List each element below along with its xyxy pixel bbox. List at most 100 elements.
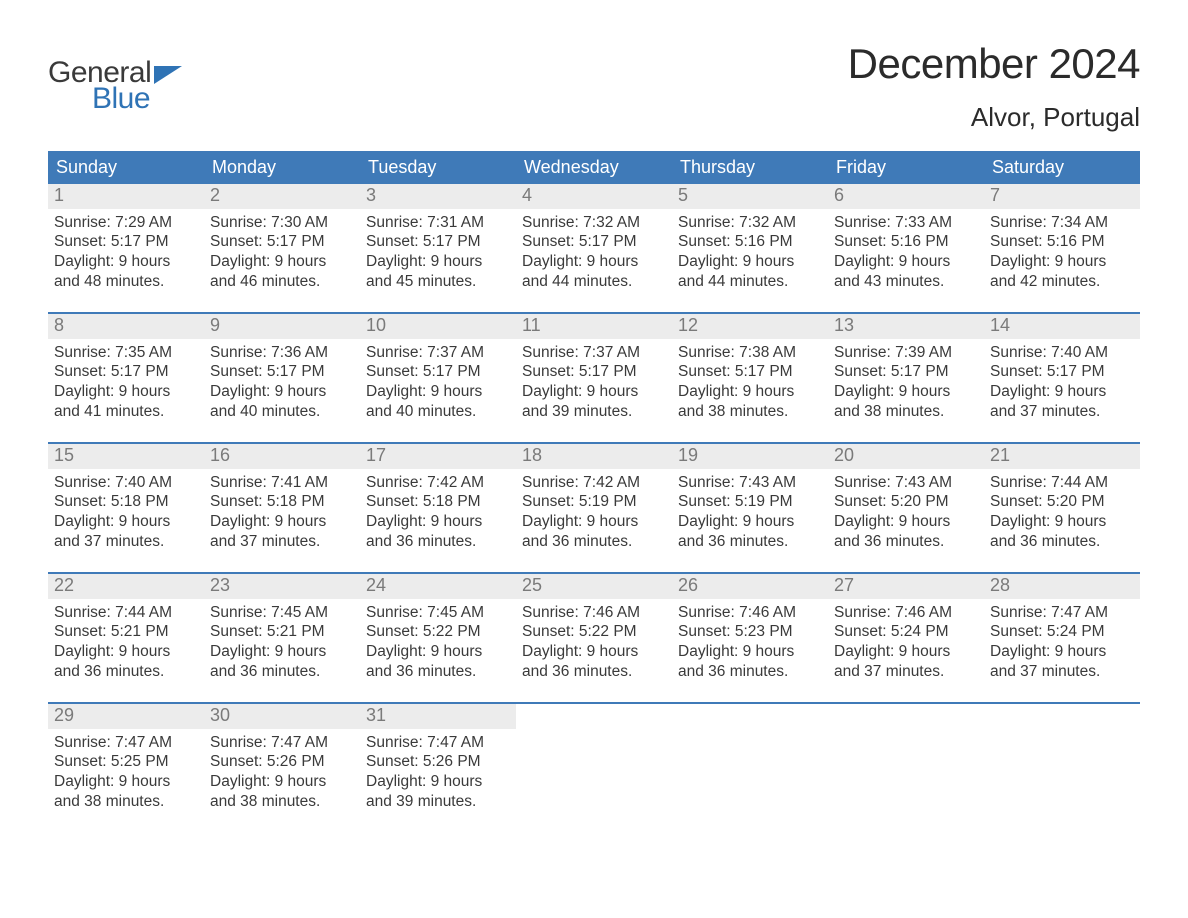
- day-cell: 15Sunrise: 7:40 AMSunset: 5:18 PMDayligh…: [48, 444, 204, 572]
- day-cell: 31Sunrise: 7:47 AMSunset: 5:26 PMDayligh…: [360, 704, 516, 832]
- daylight-line-2: and 48 minutes.: [54, 272, 198, 292]
- day-cell: 17Sunrise: 7:42 AMSunset: 5:18 PMDayligh…: [360, 444, 516, 572]
- day-number: 29: [48, 704, 204, 729]
- sunset-line: Sunset: 5:17 PM: [366, 362, 510, 382]
- sunrise-line: Sunrise: 7:40 AM: [54, 473, 198, 493]
- sunrise-line: Sunrise: 7:38 AM: [678, 343, 822, 363]
- day-number: 8: [48, 314, 204, 339]
- sunrise-line: Sunrise: 7:39 AM: [834, 343, 978, 363]
- day-number: 23: [204, 574, 360, 599]
- day-cell: [984, 704, 1140, 832]
- day-content: Sunrise: 7:47 AMSunset: 5:26 PMDaylight:…: [360, 729, 516, 816]
- week-row: 22Sunrise: 7:44 AMSunset: 5:21 PMDayligh…: [48, 572, 1140, 702]
- day-cell: 30Sunrise: 7:47 AMSunset: 5:26 PMDayligh…: [204, 704, 360, 832]
- day-content: Sunrise: 7:44 AMSunset: 5:21 PMDaylight:…: [48, 599, 204, 686]
- day-number: 30: [204, 704, 360, 729]
- day-content: Sunrise: 7:37 AMSunset: 5:17 PMDaylight:…: [360, 339, 516, 426]
- daylight-line-1: Daylight: 9 hours: [834, 512, 978, 532]
- day-number: 24: [360, 574, 516, 599]
- daylight-line-1: Daylight: 9 hours: [990, 512, 1134, 532]
- day-cell: 12Sunrise: 7:38 AMSunset: 5:17 PMDayligh…: [672, 314, 828, 442]
- daylight-line-2: and 38 minutes.: [54, 792, 198, 812]
- sunrise-line: Sunrise: 7:31 AM: [366, 213, 510, 233]
- day-cell: 8Sunrise: 7:35 AMSunset: 5:17 PMDaylight…: [48, 314, 204, 442]
- day-content: Sunrise: 7:32 AMSunset: 5:16 PMDaylight:…: [672, 209, 828, 296]
- sunset-line: Sunset: 5:17 PM: [834, 362, 978, 382]
- daylight-line-1: Daylight: 9 hours: [366, 642, 510, 662]
- daylight-line-1: Daylight: 9 hours: [54, 512, 198, 532]
- day-number: 6: [828, 184, 984, 209]
- title-block: December 2024 Alvor, Portugal: [848, 40, 1140, 133]
- day-cell: [828, 704, 984, 832]
- sunset-line: Sunset: 5:21 PM: [54, 622, 198, 642]
- sunrise-line: Sunrise: 7:47 AM: [210, 733, 354, 753]
- sunset-line: Sunset: 5:21 PM: [210, 622, 354, 642]
- daylight-line-2: and 37 minutes.: [54, 532, 198, 552]
- daylight-line-1: Daylight: 9 hours: [210, 772, 354, 792]
- day-content: Sunrise: 7:46 AMSunset: 5:24 PMDaylight:…: [828, 599, 984, 686]
- daylight-line-2: and 40 minutes.: [366, 402, 510, 422]
- day-content: Sunrise: 7:36 AMSunset: 5:17 PMDaylight:…: [204, 339, 360, 426]
- day-cell: 13Sunrise: 7:39 AMSunset: 5:17 PMDayligh…: [828, 314, 984, 442]
- sunset-line: Sunset: 5:26 PM: [366, 752, 510, 772]
- sunrise-line: Sunrise: 7:29 AM: [54, 213, 198, 233]
- day-number: 15: [48, 444, 204, 469]
- sunset-line: Sunset: 5:17 PM: [990, 362, 1134, 382]
- day-cell: 27Sunrise: 7:46 AMSunset: 5:24 PMDayligh…: [828, 574, 984, 702]
- week-row: 29Sunrise: 7:47 AMSunset: 5:25 PMDayligh…: [48, 702, 1140, 832]
- daylight-line-2: and 37 minutes.: [210, 532, 354, 552]
- week-row: 15 Sunrise: 7:40 AM Sunset: 5:18 PM Dayligh…: [48, 442, 1140, 572]
- sunset-line: Sunset: 5:17 PM: [54, 232, 198, 252]
- sunrise-line: Sunrise: 7:44 AM: [990, 473, 1134, 493]
- day-number: 1: [48, 184, 204, 209]
- daylight-line-2: and 36 minutes.: [834, 532, 978, 552]
- day-number: 25: [516, 574, 672, 599]
- sunrise-line: Sunrise: 7:45 AM: [366, 603, 510, 623]
- sunrise-line: Sunrise: 7:30 AM: [210, 213, 354, 233]
- sunrise-line: Sunrise: 7:43 AM: [834, 473, 978, 493]
- day-content: Sunrise: 7:47 AMSunset: 5:25 PMDaylight:…: [48, 729, 204, 816]
- day-cell: 23Sunrise: 7:45 AMSunset: 5:21 PMDayligh…: [204, 574, 360, 702]
- daylight-line-2: and 46 minutes.: [210, 272, 354, 292]
- day-content: Sunrise: 7:47 AMSunset: 5:24 PMDaylight:…: [984, 599, 1140, 686]
- daylight-line-2: and 36 minutes.: [990, 532, 1134, 552]
- day-cell: 3Sunrise: 7:31 AMSunset: 5:17 PMDaylight…: [360, 184, 516, 312]
- daylight-line-1: Daylight: 9 hours: [210, 252, 354, 272]
- day-cell: 2Sunrise: 7:30 AMSunset: 5:17 PMDaylight…: [204, 184, 360, 312]
- day-content: Sunrise: 7:35 AMSunset: 5:17 PMDaylight:…: [48, 339, 204, 426]
- daylight-line-2: and 37 minutes.: [834, 662, 978, 682]
- week-row: 8Sunrise: 7:35 AMSunset: 5:17 PMDaylight…: [48, 312, 1140, 442]
- day-number: 12: [672, 314, 828, 339]
- day-content: Sunrise: 7:29 AMSunset: 5:17 PMDaylight:…: [48, 209, 204, 296]
- sunset-line: Sunset: 5:25 PM: [54, 752, 198, 772]
- day-content: Sunrise: 7:30 AMSunset: 5:17 PMDaylight:…: [204, 209, 360, 296]
- sunset-line: Sunset: 5:17 PM: [522, 232, 666, 252]
- day-number: 14: [984, 314, 1140, 339]
- sunrise-line: Sunrise: 7:35 AM: [54, 343, 198, 363]
- sunset-line: Sunset: 5:16 PM: [990, 232, 1134, 252]
- daylight-line-2: and 36 minutes.: [522, 532, 666, 552]
- day-number: 2: [204, 184, 360, 209]
- weekday-header: Monday: [204, 151, 360, 184]
- day-cell: 25Sunrise: 7:46 AMSunset: 5:22 PMDayligh…: [516, 574, 672, 702]
- day-content: Sunrise: 7:43 AMSunset: 5:20 PMDaylight:…: [828, 469, 984, 556]
- logo-text-blue: Blue: [92, 82, 150, 116]
- daylight-line-1: Daylight: 9 hours: [990, 642, 1134, 662]
- day-content: Sunrise: 7:32 AMSunset: 5:17 PMDaylight:…: [516, 209, 672, 296]
- day-cell: 28Sunrise: 7:47 AMSunset: 5:24 PMDayligh…: [984, 574, 1140, 702]
- daylight-line-2: and 36 minutes.: [522, 662, 666, 682]
- sunset-line: Sunset: 5:24 PM: [834, 622, 978, 642]
- sunset-line: Sunset: 5:18 PM: [210, 492, 354, 512]
- daylight-line-1: Daylight: 9 hours: [678, 642, 822, 662]
- day-cell: 20Sunrise: 7:43 AMSunset: 5:20 PMDayligh…: [828, 444, 984, 572]
- day-content: Sunrise: 7:33 AMSunset: 5:16 PMDaylight:…: [828, 209, 984, 296]
- sunrise-line: Sunrise: 7:34 AM: [990, 213, 1134, 233]
- sunset-line: Sunset: 5:20 PM: [834, 492, 978, 512]
- daylight-line-1: Daylight: 9 hours: [834, 252, 978, 272]
- daylight-line-1: Daylight: 9 hours: [990, 382, 1134, 402]
- day-cell: 21Sunrise: 7:44 AMSunset: 5:20 PMDayligh…: [984, 444, 1140, 572]
- day-cell: [672, 704, 828, 832]
- daylight-line-1: Daylight: 9 hours: [990, 252, 1134, 272]
- sunrise-line: Sunrise: 7:36 AM: [210, 343, 354, 363]
- calendar: SundayMondayTuesdayWednesdayThursdayFrid…: [48, 151, 1140, 832]
